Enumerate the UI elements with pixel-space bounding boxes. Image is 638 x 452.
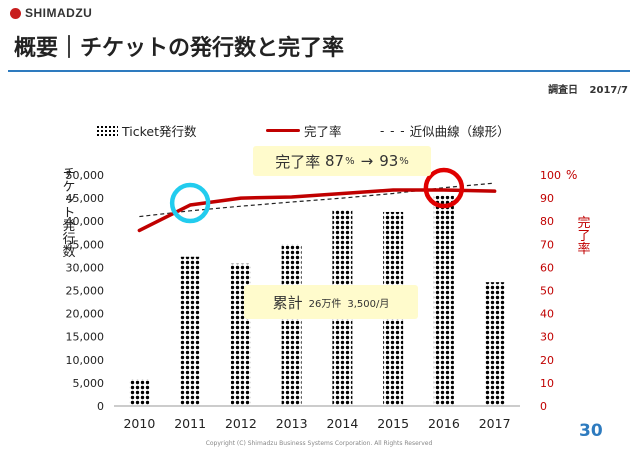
x-tick-2016: 2016 — [428, 416, 460, 431]
y-right-tick-30: 30 — [540, 331, 554, 344]
legend-bars-label: Ticket発行数 — [122, 124, 197, 139]
y-right-tick-0: 0 — [540, 400, 547, 413]
y-left-axis-label: チケット発行数 — [60, 167, 76, 258]
logo-mark-icon — [10, 7, 21, 19]
y-right-tick-60: 60 — [540, 261, 554, 274]
y-right-tick-50: 50 — [540, 285, 554, 298]
y-right-tick-20: 20 — [540, 354, 554, 367]
survey-value: 2017/7 — [589, 85, 628, 96]
callout-rate-label: 完了率 — [275, 152, 321, 171]
callout-rate-to: 93 — [379, 152, 399, 170]
x-tick-2010: 2010 — [123, 416, 155, 431]
total-callout: 累計 26万件 3,500/月 — [244, 285, 418, 319]
y-left-tick-50,000: 50,000 — [66, 169, 105, 182]
callout-monthly-value: 3,500/月 — [347, 298, 390, 310]
x-tick-2015: 2015 — [377, 416, 409, 431]
bar-2011 — [180, 256, 201, 406]
x-tick-labels: 2010 2011 2012 2013 2014 2015 2016 2017 — [123, 416, 510, 431]
highlight-circle-2016 — [423, 167, 465, 209]
highlight-circle-2011 — [169, 182, 211, 224]
legend-trend-dash: - - - — [380, 123, 406, 138]
logo-text: SHIMADZU — [25, 6, 93, 20]
copyright-notice: Copyright (C) Shimadzu Business Systems … — [205, 440, 433, 447]
rate-callout: 完了率 87% → 93% — [253, 146, 431, 176]
x-tick-2012: 2012 — [225, 416, 257, 431]
bar-2017 — [484, 282, 505, 406]
bar-series — [129, 195, 505, 406]
legend-trend-label: 近似曲線（線形） — [409, 124, 510, 139]
y-right-tick-labels: 0 10 20 30 40 50 60 70 80 90 100 — [540, 169, 561, 413]
legend-rate-label: 完了率 — [304, 124, 342, 139]
y-left-tick-10,000: 10,000 — [66, 354, 105, 367]
y-right-tick-80: 80 — [540, 215, 554, 228]
x-tick-2017: 2017 — [479, 416, 511, 431]
bar-2013 — [281, 244, 302, 406]
y-right-axis-label: 完了率 — [575, 216, 591, 255]
chart-legend: Ticket発行数 完了率 - - - 近似曲線（線形） — [96, 121, 536, 139]
page-number: 30 — [579, 421, 603, 441]
y-right-tick-10: 10 — [540, 377, 554, 390]
x-tick-2011: 2011 — [174, 416, 206, 431]
bar-2016 — [433, 195, 454, 406]
survey-label: 調査日 — [548, 85, 579, 96]
y-right-tick-40: 40 — [540, 308, 554, 321]
callout-pct-1: % — [345, 155, 355, 167]
y-left-tick-15,000: 15,000 — [66, 331, 105, 344]
legend-item-rate: 完了率 — [266, 121, 342, 140]
bar-2010 — [129, 379, 150, 406]
y-left-tick-35,000: 35,000 — [66, 238, 105, 251]
y-left-tick-0: 0 — [97, 400, 104, 413]
y-right-tick-100: 100 — [540, 169, 561, 182]
legend-item-bars: Ticket発行数 — [96, 121, 196, 140]
highlight-circles — [169, 167, 465, 224]
survey-date: 調査日 2017/7 — [540, 81, 628, 96]
callout-rate-from: 87 — [325, 152, 345, 170]
x-tick-2013: 2013 — [276, 416, 308, 431]
y-left-tick-30,000: 30,000 — [66, 261, 105, 274]
slide-title: 概要｜チケットの発行数と完了率 — [14, 36, 345, 61]
company-logo: SHIMADZU — [10, 6, 92, 20]
y-left-tick-20,000: 20,000 — [66, 308, 105, 321]
title-underline — [8, 70, 630, 72]
y-left-tick-25,000: 25,000 — [66, 285, 105, 298]
line-swatch-icon — [266, 129, 300, 132]
x-tick-2014: 2014 — [326, 416, 358, 431]
y-left-tick-40,000: 40,000 — [66, 215, 105, 228]
y-left-tick-45,000: 45,000 — [66, 192, 105, 205]
arrow-right-icon: → — [360, 152, 374, 170]
y-left-tick-5,000: 5,000 — [73, 377, 105, 390]
callout-pct-2: % — [399, 155, 409, 167]
y-right-tick-90: 90 — [540, 192, 554, 205]
legend-item-trend: - - - 近似曲線（線形） — [380, 121, 510, 140]
y-right-tick-70: 70 — [540, 238, 554, 251]
completion-rate-line — [137, 188, 497, 233]
callout-total-label: 累計 — [272, 293, 303, 312]
callout-total-value: 26万件 — [308, 298, 342, 310]
dotted-bar-swatch-icon — [96, 125, 118, 136]
y-left-tick-labels: 0 5,000 10,000 15,000 20,000 25,000 30,000 35,0… — [66, 169, 105, 413]
y-right-axis-unit: % — [566, 168, 577, 182]
